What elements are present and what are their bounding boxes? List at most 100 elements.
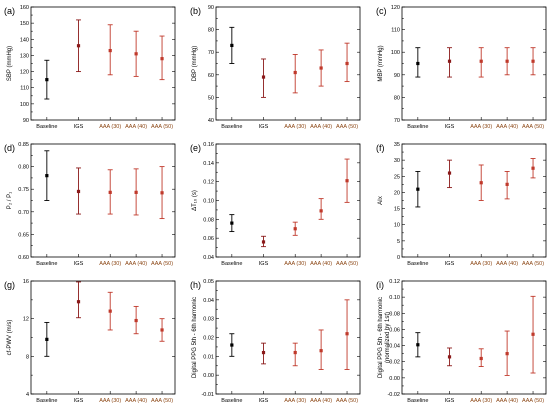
x-category-label: AAA (30) <box>99 261 121 267</box>
data-point <box>447 171 452 175</box>
y-tick-label: 16 <box>23 279 29 285</box>
data-point <box>447 59 452 63</box>
x-category-label: AAA (30) <box>470 261 492 267</box>
y-axis-label: SBP (mmHg) <box>7 46 13 81</box>
y-tick-label: 0.06 <box>203 236 214 242</box>
data-point <box>134 190 138 194</box>
x-category-label: Baseline <box>407 124 428 130</box>
x-category-label: AAA (30) <box>470 124 492 130</box>
data-point <box>134 52 138 56</box>
data-point <box>261 350 266 355</box>
x-category-label: IGS <box>445 398 455 404</box>
panel-label: (i) <box>376 280 384 290</box>
x-category-label: AAA (30) <box>284 261 306 267</box>
y-tick-label: 0.00 <box>389 376 400 382</box>
y-tick-label: 40 <box>208 118 214 124</box>
y-tick-label: 70 <box>208 50 214 56</box>
data-point <box>160 57 164 61</box>
y-tick-label: 0.02 <box>203 336 214 342</box>
y-tick-label: 20 <box>394 190 400 196</box>
x-category-label: AAA (40) <box>310 398 332 404</box>
y-axis-label: ΔT₁₆ (s) <box>192 190 198 211</box>
data-point <box>76 44 81 48</box>
data-point <box>345 61 349 66</box>
panel-a: (a) 90 100 110 120 130 140 150 160 Baseline IGS AAA… <box>4 5 176 130</box>
panel-c: (c) 70 80 90 100 110 120 Baseline IGS AAA (30) AAA… <box>376 5 547 130</box>
data-point <box>531 59 535 63</box>
y-tick-label: 70 <box>394 118 400 124</box>
x-category-label: AAA (30) <box>470 398 492 404</box>
panel-label: (c) <box>376 6 387 16</box>
y-axis-label: Digital PPG 5th - 6th harmonic <box>378 297 384 378</box>
y-axis-label: Digital PPG 5th - 6th harmonic <box>192 297 198 378</box>
data-point <box>479 181 483 185</box>
y-tick-label: 0.04 <box>203 255 214 261</box>
data-point <box>108 309 112 313</box>
plot-frame <box>215 143 361 258</box>
data-point <box>505 59 509 63</box>
y-tick-label: 80 <box>394 95 400 101</box>
y-tick-label: 60 <box>208 73 214 79</box>
panel-label: (e) <box>190 143 201 153</box>
y-tick-label: 90 <box>23 118 29 124</box>
plot-frame <box>30 6 176 121</box>
data-point <box>293 350 297 355</box>
x-category-label: IGS <box>259 124 269 130</box>
y-tick-label: 80 <box>208 28 214 34</box>
x-category-label: AAA (40) <box>496 398 518 404</box>
x-category-label: Baseline <box>221 398 242 404</box>
data-point <box>319 349 323 353</box>
x-category-label: AAA (50) <box>151 261 173 267</box>
x-category-label: AAA (30) <box>99 398 121 404</box>
y-tick-label: 0.08 <box>203 217 214 223</box>
data-point <box>345 332 349 336</box>
x-category-label: Baseline <box>36 398 57 404</box>
x-category-label: Baseline <box>221 124 242 130</box>
y-tick-label: 35 <box>394 142 400 148</box>
y-tick-label: 140 <box>20 37 29 43</box>
y-axis-label: MBP (mmHg) <box>378 45 384 81</box>
data-point <box>505 352 509 356</box>
x-category-label: AAA (50) <box>522 124 544 130</box>
data-point <box>531 332 535 336</box>
data-point <box>261 75 266 79</box>
y-tick-label: 100 <box>391 50 400 56</box>
x-category-label: Baseline <box>36 261 57 267</box>
panel-h: (h) -0.01 0.00 0.01 0.02 0.03 0.04 0.05 Baseline… <box>190 279 361 404</box>
plot-frame <box>30 280 176 395</box>
y-tick-label: 0.12 <box>203 180 214 186</box>
y-tick-label: 0.03 <box>203 317 214 323</box>
y-axis-label: DBP (mmHg) <box>192 46 198 82</box>
x-category-label: AAA (40) <box>125 398 147 404</box>
x-category-label: AAA (50) <box>336 398 358 404</box>
panel-b: (b) 40 50 60 70 80 90 Baseline IGS AAA (30) AAA (4… <box>190 5 361 130</box>
y-tick-label: 0.04 <box>389 344 400 350</box>
panel-g: (g) 4 8 12 16 Baseline IGS AAA (30) AAA (40) AAA … <box>4 279 176 404</box>
data-point <box>293 70 297 75</box>
x-category-label: Baseline <box>221 261 242 267</box>
y-tick-label: 0.05 <box>203 279 214 285</box>
y-tick-label: 120 <box>20 70 29 76</box>
y-tick-label: 4 <box>26 392 29 398</box>
data-point <box>479 59 483 63</box>
data-point <box>531 166 535 170</box>
data-point <box>45 337 49 341</box>
data-point <box>447 355 452 359</box>
data-point <box>160 191 164 195</box>
data-point <box>230 343 234 347</box>
y-tick-label: 15 <box>394 207 400 213</box>
data-point <box>134 318 138 323</box>
data-point <box>345 179 349 183</box>
panel-f: (f) 0 5 10 15 20 25 30 35 Baseline IGS AAA (30) AAA … <box>376 142 547 267</box>
panel-i: (i) -0.02 0.00 0.02 0.04 0.06 0.08 0.10 0.12 Base… <box>376 279 547 404</box>
x-category-label: IGS <box>74 398 84 404</box>
y-tick-label: 0.65 <box>18 232 29 238</box>
data-point <box>416 343 420 347</box>
data-point <box>230 43 234 48</box>
plot-frame <box>30 143 176 258</box>
x-category-label: AAA (40) <box>310 124 332 130</box>
x-category-label: AAA (50) <box>336 124 358 130</box>
y-tick-label: 90 <box>394 73 400 79</box>
panel-label: (h) <box>190 280 201 290</box>
